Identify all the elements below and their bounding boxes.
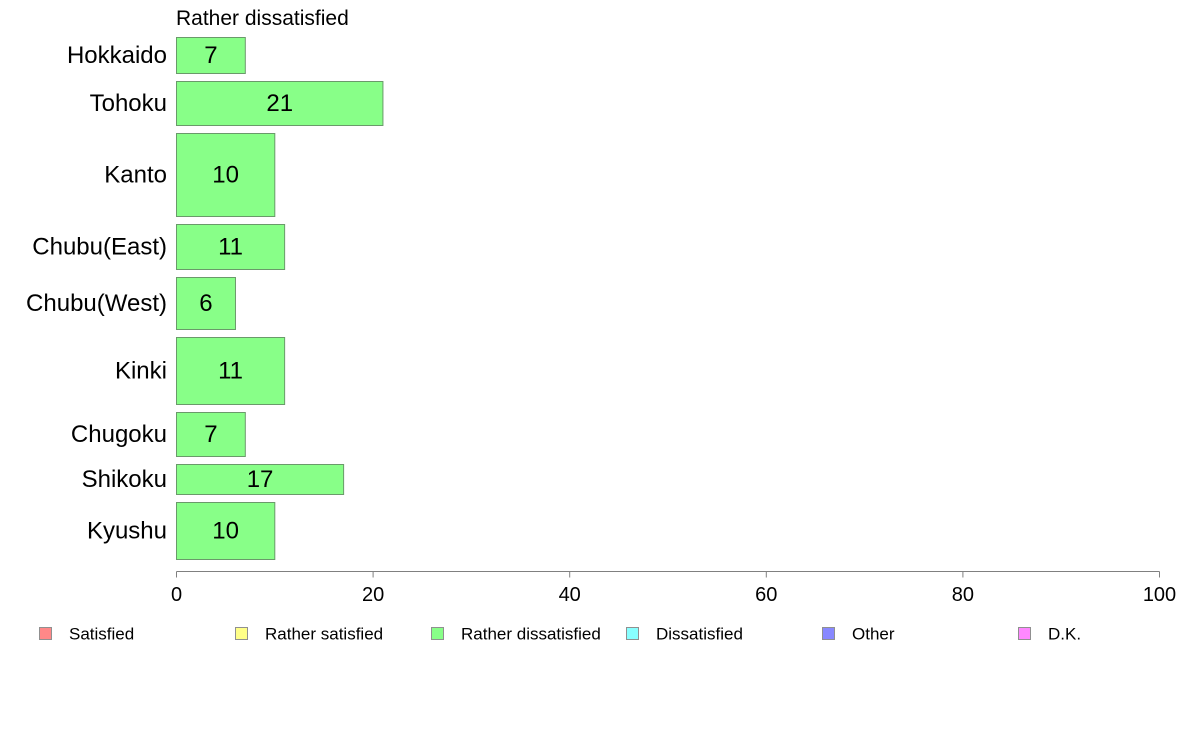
data-label: 7 — [204, 421, 217, 448]
category-label: Hokkaido — [67, 42, 167, 69]
data-label: 11 — [218, 234, 243, 261]
bar-tohoku — [176, 81, 384, 126]
data-label: 11 — [218, 358, 243, 385]
bar-kyushu — [176, 502, 276, 560]
x-tick-label: 0 — [171, 584, 182, 606]
legend-label: Satisfied — [69, 625, 134, 644]
category-label: Kyushu — [87, 518, 167, 545]
x-axis: 0 20 40 60 80 100 — [171, 571, 1176, 606]
x-tick-label: 40 — [559, 584, 581, 606]
x-tick-label: 100 — [1143, 584, 1176, 606]
bar-shikoku — [176, 464, 345, 495]
legend-swatch — [235, 627, 248, 640]
category-label: Chubu(West) — [26, 290, 167, 317]
legend-label: D.K. — [1048, 625, 1081, 644]
data-label: 6 — [199, 290, 212, 317]
bar-group: Hokkaido 7 Tohoku 21 Kanto 10 Chubu(East) 11 Chu… — [26, 37, 384, 560]
legend-swatch — [1018, 627, 1031, 640]
x-tick-label: 20 — [362, 584, 384, 606]
category-label: Kanto — [104, 162, 167, 189]
legend-swatch — [822, 627, 835, 640]
x-tick-label: 80 — [952, 584, 974, 606]
category-label: Tohoku — [90, 90, 167, 117]
data-label: 17 — [247, 466, 274, 493]
category-label: Kinki — [115, 358, 167, 385]
bar-chugoku — [176, 412, 246, 457]
legend-swatch — [431, 627, 444, 640]
chart-title: Rather dissatisfied — [176, 7, 349, 30]
bar-chubu-west- — [176, 277, 236, 330]
legend-label: Other — [852, 625, 895, 644]
legend-swatch — [626, 627, 639, 640]
data-label: 21 — [266, 90, 293, 117]
data-label: 10 — [212, 162, 239, 189]
x-tick-label: 60 — [755, 584, 777, 606]
bar-hokkaido — [176, 37, 246, 74]
legend: Satisfied Rather satisfied Rather dissatis… — [39, 625, 1081, 644]
category-label: Chubu(East) — [32, 234, 167, 261]
data-label: 7 — [204, 42, 217, 69]
legend-label: Rather satisfied — [265, 625, 383, 644]
legend-label: Rather dissatisfied — [461, 625, 601, 644]
bar-chubu-east- — [176, 224, 286, 270]
legend-swatch — [39, 627, 52, 640]
category-label: Shikoku — [82, 466, 167, 493]
category-label: Chugoku — [71, 421, 167, 448]
bar-kanto — [176, 133, 276, 217]
bar-kinki — [176, 337, 286, 405]
legend-label: Dissatisfied — [656, 625, 743, 644]
data-label: 10 — [212, 518, 239, 545]
